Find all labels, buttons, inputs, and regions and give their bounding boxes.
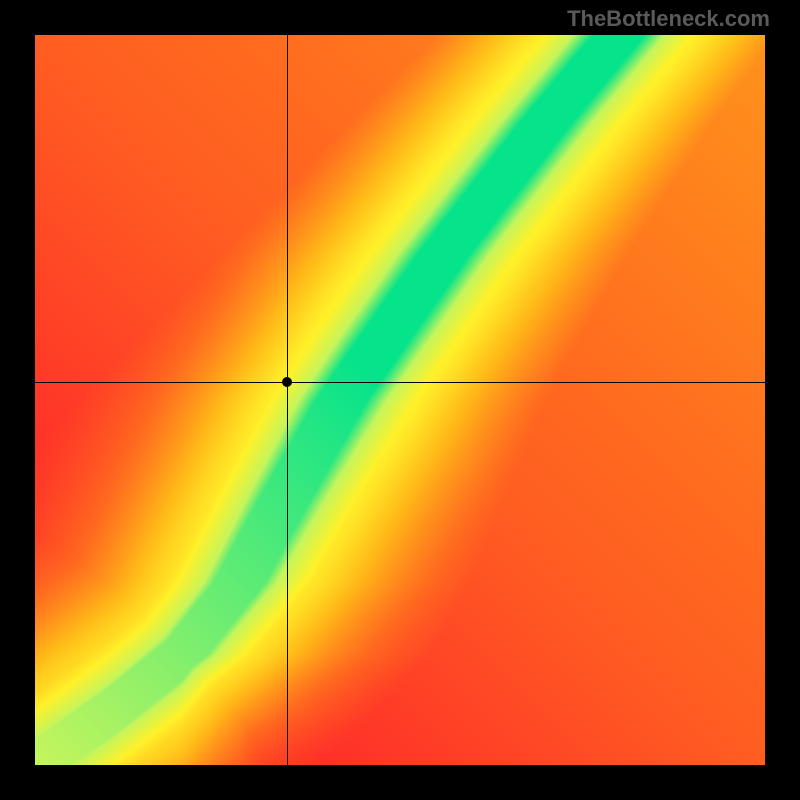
crosshair-point xyxy=(282,377,292,387)
watermark-text: TheBottleneck.com xyxy=(567,6,770,32)
heatmap-canvas xyxy=(35,35,765,765)
chart-container: TheBottleneck.com xyxy=(0,0,800,800)
crosshair-vertical xyxy=(287,35,288,765)
crosshair-horizontal xyxy=(35,382,765,383)
plot-area xyxy=(35,35,765,765)
